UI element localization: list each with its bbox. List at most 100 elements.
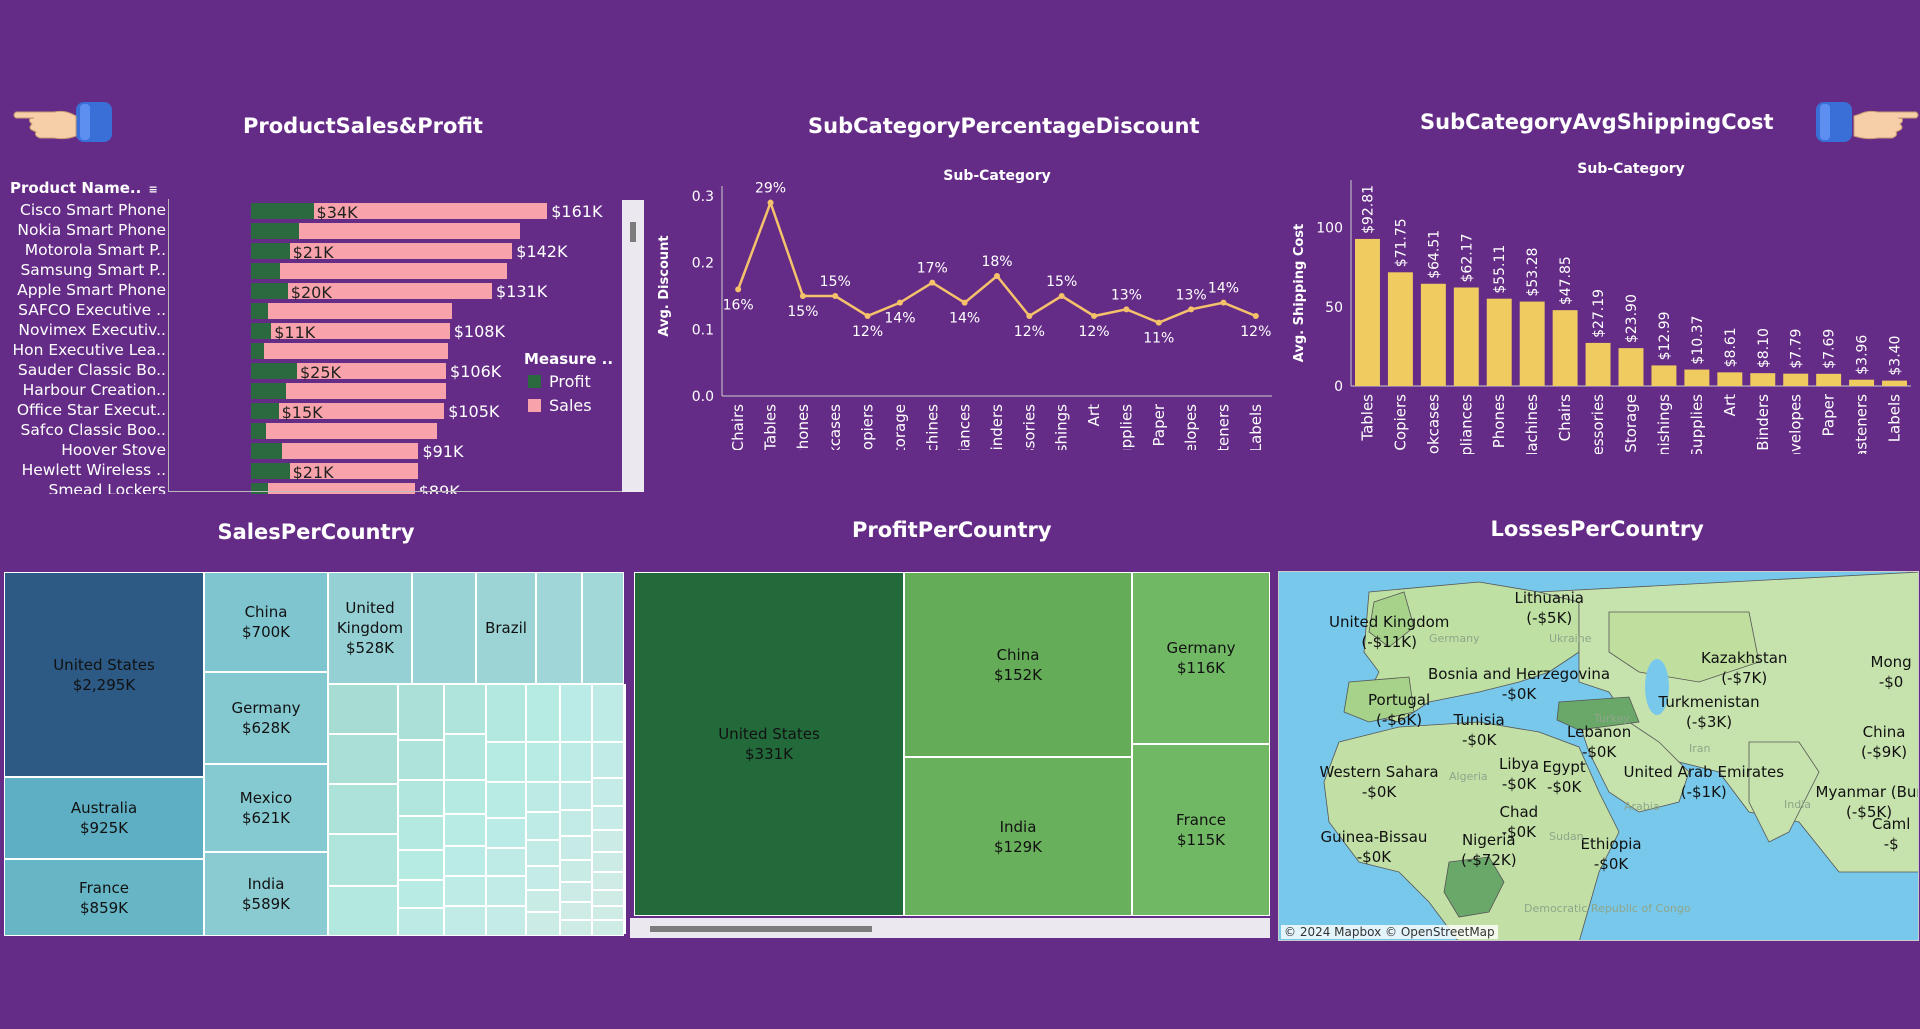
treemap-tile[interactable] bbox=[398, 780, 444, 816]
map-country-label[interactable]: Mong -$0 bbox=[1871, 652, 1912, 692]
sales-bar[interactable] bbox=[251, 403, 445, 419]
treemap-tile[interactable] bbox=[486, 742, 526, 782]
treemap-tile[interactable] bbox=[526, 840, 560, 866]
treemap-tile[interactable] bbox=[328, 684, 398, 734]
treemap-tile[interactable] bbox=[592, 778, 624, 806]
treemap-tile[interactable] bbox=[592, 906, 624, 920]
profit-scrollbar-thumb[interactable] bbox=[650, 926, 872, 932]
treemap-tile-india[interactable]: India $129K bbox=[904, 757, 1132, 916]
sales-bar[interactable] bbox=[251, 483, 415, 494]
treemap-tile[interactable] bbox=[592, 852, 624, 872]
treemap-tile-united-states[interactable]: United States $2,295K bbox=[4, 572, 204, 777]
sort-icon[interactable]: ≡ bbox=[148, 183, 158, 196]
treemap-tile[interactable] bbox=[328, 886, 398, 936]
treemap-tile[interactable] bbox=[486, 782, 526, 818]
map-attribution[interactable]: © 2024 Mapbox © OpenStreetMap bbox=[1281, 925, 1498, 939]
treemap-tile[interactable] bbox=[444, 814, 486, 846]
treemap-tile[interactable] bbox=[398, 880, 444, 908]
treemap-tile[interactable] bbox=[398, 850, 444, 880]
map-country-label[interactable]: Chad -$0K bbox=[1500, 802, 1539, 842]
map-country-label[interactable]: Ethiopia -$0K bbox=[1581, 834, 1642, 874]
treemap-tile[interactable] bbox=[592, 684, 624, 742]
map-country-label[interactable]: Lebanon -$0K bbox=[1567, 722, 1631, 762]
sales-bar[interactable] bbox=[251, 363, 447, 379]
profit-bar[interactable] bbox=[251, 283, 288, 299]
profit-bar[interactable] bbox=[251, 223, 299, 239]
treemap-tile[interactable] bbox=[486, 684, 526, 742]
treemap-tile-brazil[interactable]: Brazil bbox=[476, 572, 536, 684]
treemap-tile[interactable] bbox=[328, 834, 398, 886]
sales-bar[interactable] bbox=[251, 443, 419, 459]
treemap-tile[interactable] bbox=[526, 684, 560, 742]
treemap-tile[interactable] bbox=[328, 784, 398, 834]
treemap-tile[interactable] bbox=[444, 780, 486, 814]
treemap-tile[interactable] bbox=[398, 684, 444, 740]
treemap-tile[interactable] bbox=[536, 572, 582, 684]
map-country-label[interactable]: Guinea-Bissau -$0K bbox=[1321, 827, 1428, 867]
profit-bar[interactable] bbox=[251, 303, 268, 319]
profit-bar[interactable] bbox=[251, 243, 290, 259]
treemap-tile[interactable] bbox=[444, 734, 486, 780]
treemap-tile[interactable] bbox=[624, 884, 626, 934]
map-country-label[interactable]: Caml -$ bbox=[1872, 814, 1910, 854]
treemap-tile[interactable] bbox=[624, 784, 626, 834]
treemap-tile[interactable] bbox=[486, 906, 526, 936]
profit-horizontal-scrollbar[interactable] bbox=[630, 918, 1270, 938]
treemap-tile-china[interactable]: China $700K bbox=[204, 572, 328, 672]
treemap-tile-australia[interactable]: Australia $925K bbox=[4, 777, 204, 859]
pointing-right-hand-icon[interactable] bbox=[10, 98, 118, 146]
treemap-tile[interactable] bbox=[526, 890, 560, 912]
sales-bar[interactable] bbox=[251, 343, 448, 359]
treemap-tile[interactable] bbox=[526, 812, 560, 840]
treemap-tile[interactable] bbox=[398, 740, 444, 780]
treemap-tile[interactable] bbox=[560, 742, 592, 782]
treemap-tile[interactable] bbox=[560, 902, 592, 920]
sales-bar[interactable] bbox=[251, 263, 507, 279]
treemap-tile[interactable] bbox=[526, 782, 560, 812]
treemap-tile[interactable] bbox=[444, 684, 486, 734]
treemap-tile[interactable] bbox=[560, 782, 592, 810]
product-scrollbar[interactable] bbox=[622, 200, 644, 492]
losses-map[interactable]: Lithuania (-$5K) United Kingdom (-$11K) Kaza… bbox=[1278, 571, 1919, 941]
profit-bar[interactable] bbox=[251, 203, 314, 219]
profit-bar[interactable] bbox=[251, 363, 297, 379]
treemap-tile[interactable] bbox=[444, 906, 486, 936]
map-country-label[interactable]: Bosnia and Herzegovina -$0K bbox=[1428, 664, 1610, 704]
sales-bar[interactable] bbox=[251, 303, 452, 319]
map-country-label[interactable]: Nigeria (-$72K) bbox=[1461, 830, 1517, 870]
treemap-tile[interactable] bbox=[560, 836, 592, 860]
map-country-label[interactable]: China (-$9K) bbox=[1861, 722, 1907, 762]
treemap-tile[interactable] bbox=[624, 734, 626, 784]
treemap-tile-united-states[interactable]: United States $331K bbox=[634, 572, 904, 916]
sales-bar[interactable] bbox=[251, 463, 419, 479]
treemap-tile[interactable] bbox=[444, 876, 486, 906]
sales-bar[interactable] bbox=[251, 323, 450, 339]
treemap-tile[interactable] bbox=[444, 846, 486, 876]
treemap-tile[interactable] bbox=[412, 572, 476, 684]
treemap-tile[interactable] bbox=[592, 830, 624, 852]
treemap-tile[interactable] bbox=[328, 734, 398, 784]
map-country-label[interactable]: Portugal (-$6K) bbox=[1368, 690, 1430, 730]
legend-item-sales[interactable]: Sales bbox=[528, 396, 592, 415]
treemap-tile-germany[interactable]: Germany $628K bbox=[204, 672, 328, 764]
treemap-tile[interactable] bbox=[526, 912, 560, 936]
treemap-tile-india[interactable]: India $589K bbox=[204, 852, 328, 936]
treemap-tile[interactable] bbox=[560, 882, 592, 902]
map-country-label[interactable]: Myanmar (Bur (-$5K) bbox=[1816, 782, 1919, 822]
treemap-tile[interactable] bbox=[486, 818, 526, 848]
legend-item-profit[interactable]: Profit bbox=[528, 372, 591, 391]
treemap-tile[interactable] bbox=[592, 806, 624, 830]
treemap-tile[interactable] bbox=[592, 890, 624, 906]
profit-bar[interactable] bbox=[251, 343, 264, 359]
sales-bar[interactable] bbox=[251, 243, 513, 259]
treemap-tile-mexico[interactable]: Mexico $621K bbox=[204, 764, 328, 852]
treemap-tile[interactable] bbox=[560, 684, 592, 742]
treemap-tile[interactable] bbox=[560, 920, 592, 936]
treemap-tile-france[interactable]: France $859K bbox=[4, 859, 204, 936]
treemap-tile-united-kingdom[interactable]: United Kingdom $528K bbox=[328, 572, 412, 684]
treemap-tile[interactable] bbox=[560, 860, 592, 882]
pointing-right-hand-icon[interactable] bbox=[1814, 98, 1920, 146]
sales-bar[interactable] bbox=[251, 383, 447, 399]
treemap-tile-france[interactable]: France $115K bbox=[1132, 744, 1270, 916]
profit-bar[interactable] bbox=[251, 403, 279, 419]
